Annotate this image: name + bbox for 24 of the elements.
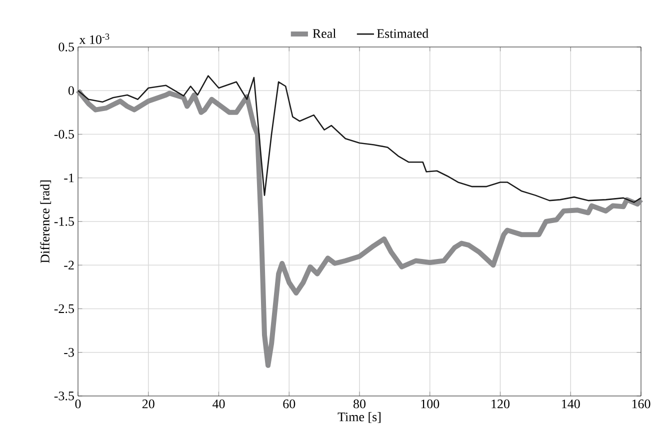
- y-tick-label: -3: [64, 348, 74, 357]
- x-tick-label: 160: [632, 400, 650, 408]
- x-axis-title: Time [s]: [338, 412, 381, 423]
- y-tick-label: -1.5: [54, 217, 74, 226]
- x-tick-label: 140: [562, 400, 580, 408]
- x-tick-label: 0: [75, 400, 81, 408]
- y-tick-label: -3.5: [54, 392, 74, 400]
- x-tick-label: 100: [421, 400, 440, 408]
- y-tick-label: -2: [64, 260, 74, 270]
- y-axis-title: Difference [rad]: [40, 180, 52, 264]
- y-tick-label: -2.5: [54, 304, 74, 314]
- y-tick-label: 0.5: [58, 42, 74, 52]
- line-series: [77, 75, 642, 203]
- legend-label: Real: [312, 28, 336, 38]
- text: x 10$^{-3}$: [79, 34, 110, 44]
- x-tick-label: 20: [142, 400, 154, 408]
- x-tick-label: 60: [283, 400, 296, 408]
- x-tick-label: 40: [212, 400, 225, 408]
- x-tick-label: 80: [354, 400, 366, 408]
- y-tick-label: -1: [64, 174, 74, 182]
- legend-label: Estimated: [377, 28, 428, 38]
- x-tick-label: 120: [492, 400, 510, 408]
- y-tick-label: -0.5: [54, 130, 74, 139]
- y-tick-label: 0: [68, 86, 74, 95]
